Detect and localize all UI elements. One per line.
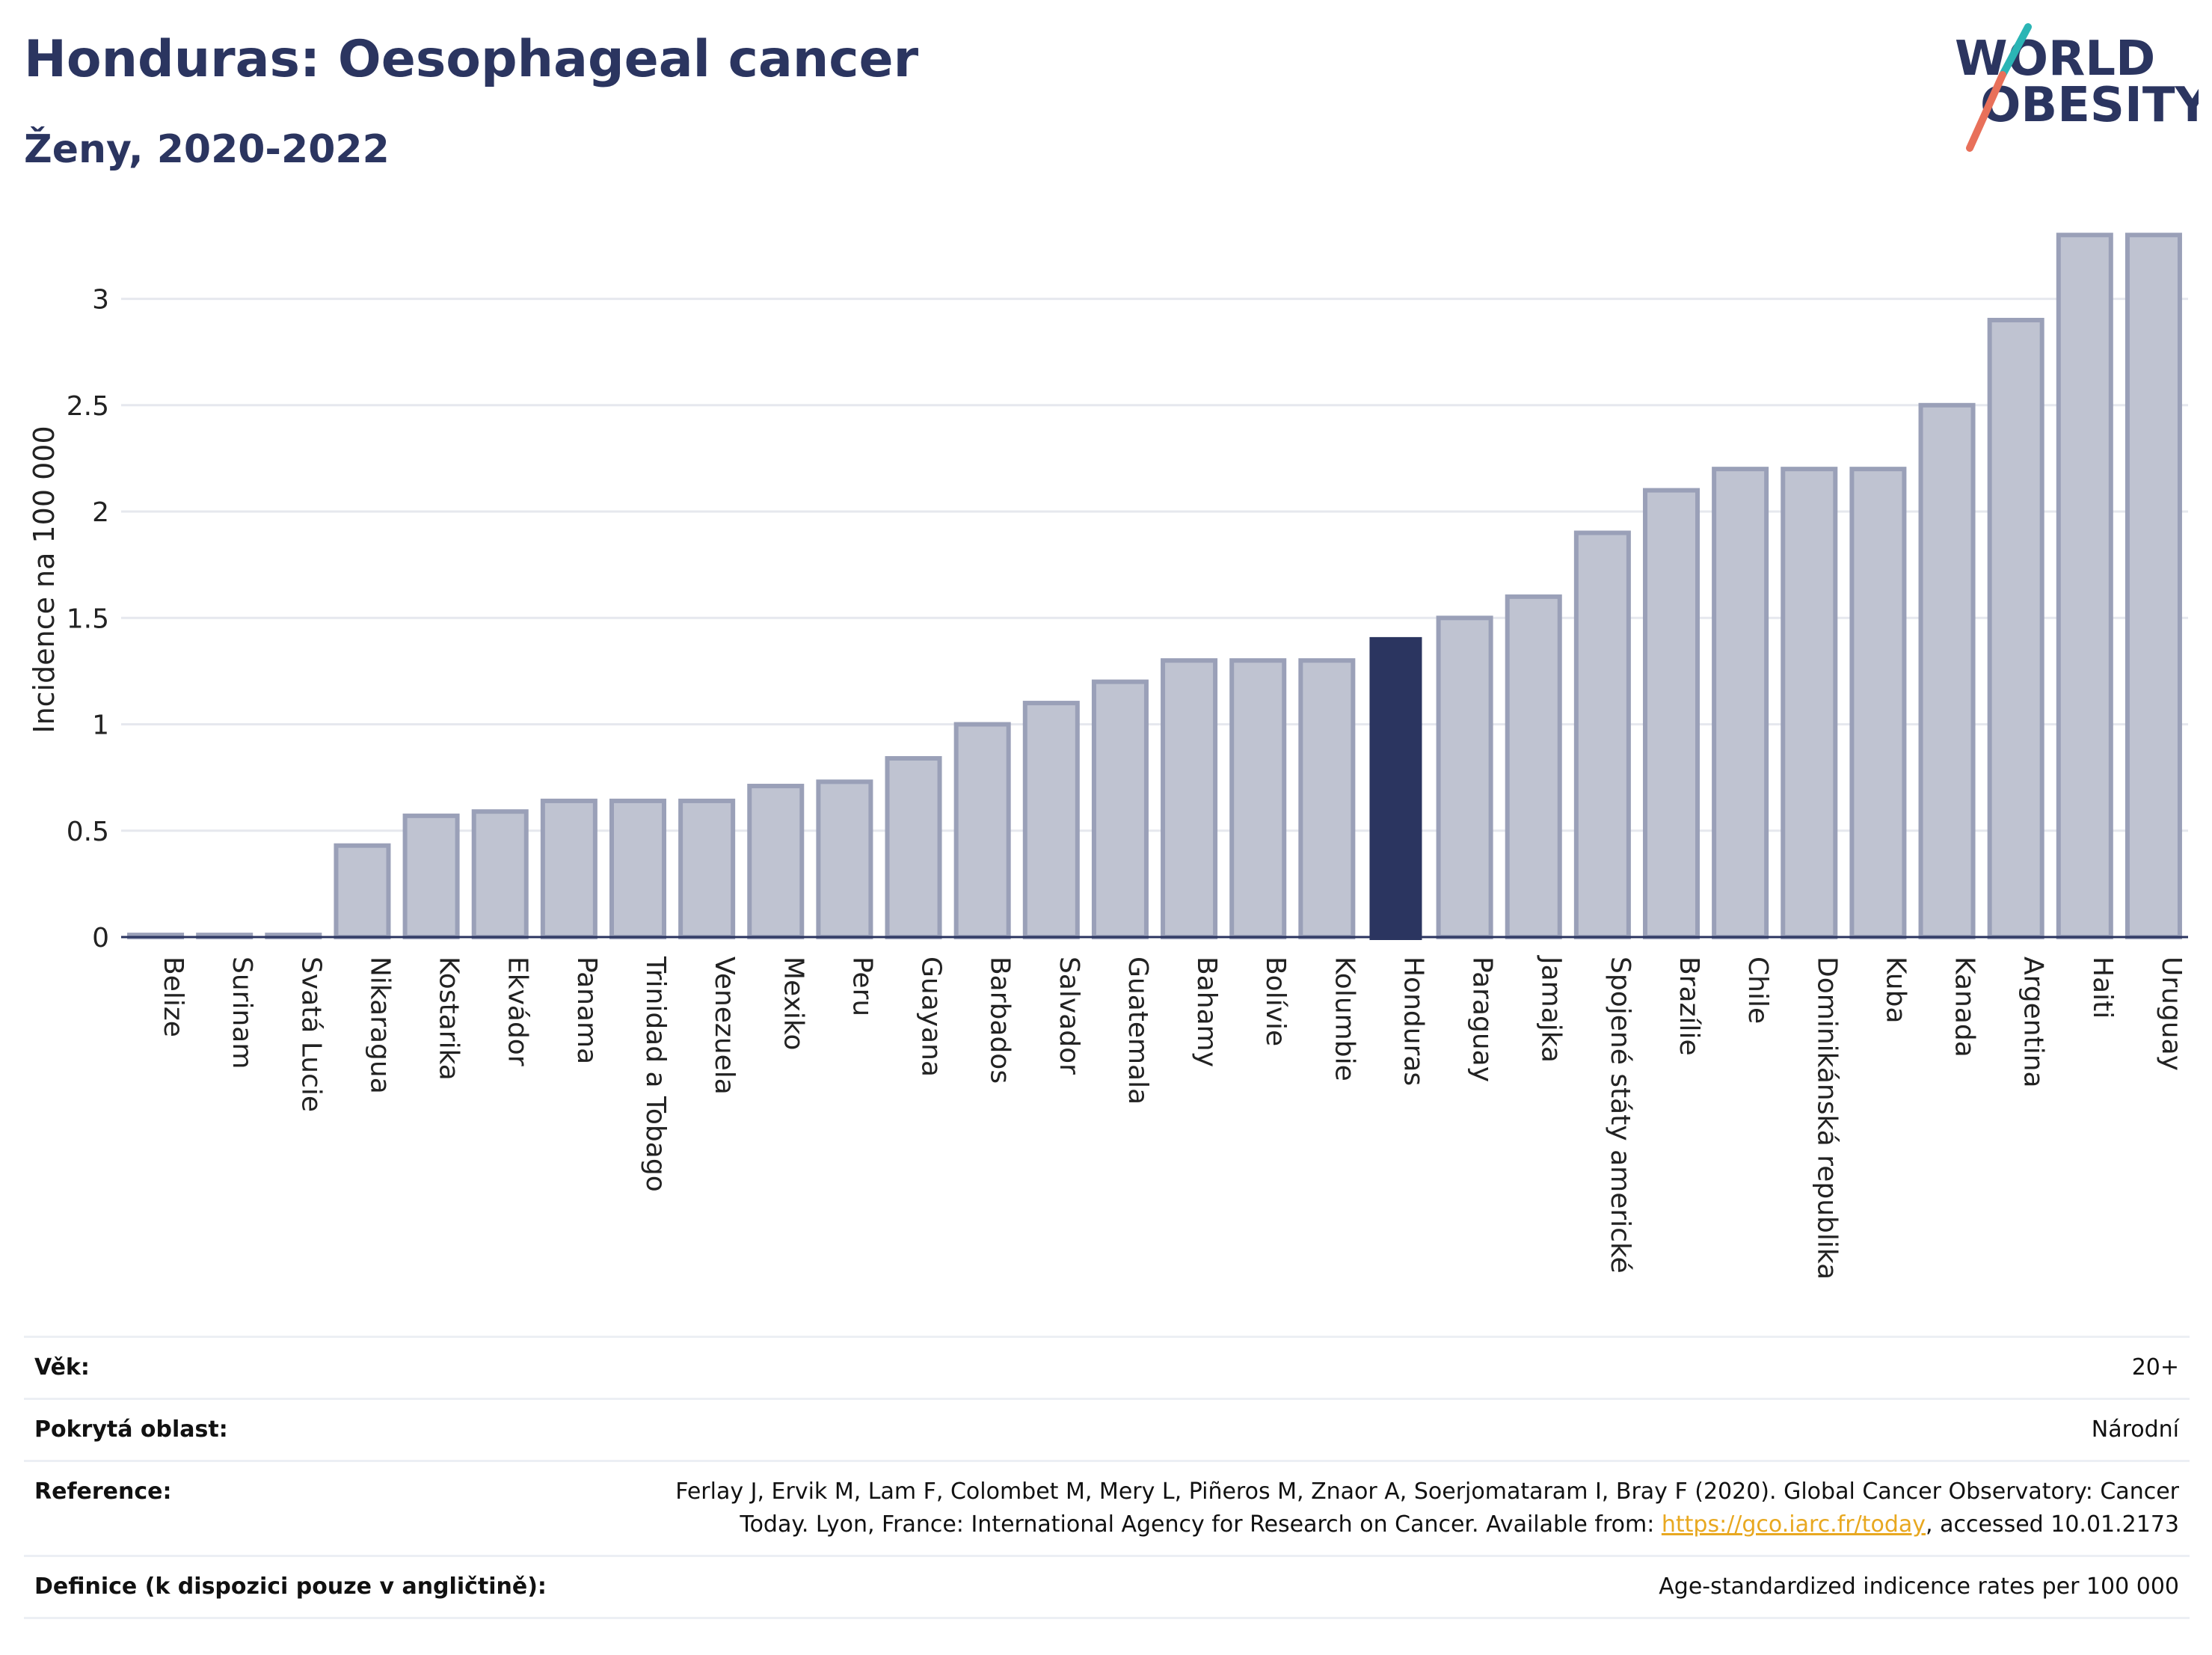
info-label-area: Pokrytá oblast: — [34, 1416, 228, 1443]
reference-line2-pre: Today. Lyon, France: International Agenc… — [740, 1511, 1662, 1538]
bar[interactable] — [953, 722, 1011, 939]
x-tick-label: Nikaragua — [364, 957, 395, 1094]
y-axis-label: Incidence na 100 000 — [28, 426, 61, 733]
world-obesity-logo: WORLD OBESITY — [1955, 23, 2199, 152]
x-tick-label: Guayana — [916, 957, 947, 1077]
bar[interactable] — [816, 779, 873, 939]
info-row-definition: Definice (k dispozici pouze v angličtině… — [24, 1555, 2190, 1619]
info-label-definition: Definice (k dispozici pouze v angličtině… — [34, 1573, 547, 1600]
x-tick-label: Belize — [158, 957, 188, 1037]
x-tick-label: Peru — [847, 957, 877, 1016]
x-tick-label: Paraguay — [1467, 957, 1498, 1082]
x-tick-label: Surinam — [227, 957, 257, 1069]
bar[interactable] — [1161, 658, 1218, 939]
bar[interactable] — [2056, 233, 2113, 939]
logo-slash-coral — [1966, 71, 2006, 152]
bar[interactable] — [1229, 658, 1287, 939]
info-label-age: Věk: — [34, 1354, 90, 1381]
y-tick-label: 3 — [92, 285, 109, 316]
x-tick-label: Kanada — [1950, 957, 1980, 1057]
y-tick-label: 1.5 — [67, 604, 109, 634]
x-tick-label: Venezuela — [709, 957, 740, 1095]
y-tick-label: 1 — [92, 710, 109, 741]
bar[interactable] — [402, 813, 460, 940]
info-row-age: Věk: 20+ — [24, 1336, 2190, 1398]
x-tick-label: Brazílie — [1674, 957, 1704, 1056]
x-tick-label: Jamajka — [1536, 955, 1567, 1063]
info-value-definition: Age-standardized indicence rates per 100… — [1659, 1573, 2179, 1600]
x-tick-label: Dominikánská republika — [1811, 957, 1842, 1280]
x-tick-label: Kuba — [1880, 957, 1911, 1024]
info-value-reference: Ferlay J, Ervik M, Lam F, Colombet M, Me… — [675, 1462, 2190, 1541]
page-subtitle: Ženy, 2020-2022 — [24, 127, 390, 172]
info-label-reference: Reference: — [34, 1479, 172, 1505]
bar[interactable] — [1022, 701, 1080, 940]
info-value-area: Národní — [2091, 1416, 2179, 1443]
info-value-age: 20+ — [2131, 1354, 2179, 1381]
y-tick-label: 2 — [92, 497, 109, 528]
page-title: Honduras: Oesophageal cancer — [24, 30, 919, 89]
bar[interactable] — [540, 798, 597, 939]
bar[interactable] — [1712, 467, 1769, 939]
reference-line1: Ferlay J, Ervik M, Lam F, Colombet M, Me… — [675, 1479, 2179, 1505]
x-tick-label: Bahamy — [1191, 957, 1222, 1067]
x-tick-label: Guatemala — [1122, 957, 1153, 1105]
bar[interactable] — [609, 798, 667, 939]
bar[interactable] — [1505, 594, 1562, 939]
bar[interactable] — [334, 843, 391, 940]
bar[interactable] — [1573, 530, 1631, 939]
y-tick-labels: 0 0.5 1 1.5 2 2.5 3 — [67, 285, 109, 954]
bar[interactable] — [885, 756, 942, 940]
grid-lines — [121, 298, 2188, 832]
x-tick-label: Spojené státy americké — [1605, 957, 1635, 1274]
bars — [121, 233, 2188, 940]
bar[interactable] — [1781, 467, 1838, 939]
bar[interactable] — [1436, 615, 1493, 939]
x-tick-label: Honduras — [1398, 957, 1428, 1086]
bar[interactable] — [1298, 658, 1356, 939]
bar[interactable] — [1849, 467, 1907, 939]
bar-chart: 0 0.5 1 1.5 2 2.5 3 Belize Surinam Svatá Lucie Ni… — [28, 233, 2188, 1280]
x-tick-label: Barbados — [985, 957, 1016, 1084]
logo-line1: WORLD — [1955, 31, 2155, 87]
x-tick-label: Kolumbie — [1329, 957, 1360, 1081]
reference-line2: Today. Lyon, France: International Agenc… — [675, 1508, 2179, 1541]
y-tick-label: 0 — [92, 923, 109, 954]
reference-link[interactable]: https://gco.iarc.fr/today — [1661, 1511, 1926, 1538]
reference-line2-post: , accessed 10.01.2173 — [1926, 1511, 2179, 1538]
bar[interactable] — [1987, 318, 2044, 939]
x-tick-label: Panama — [571, 957, 602, 1064]
bar[interactable] — [678, 798, 736, 939]
bar[interactable] — [471, 809, 529, 939]
x-tick-label: Haiti — [2087, 957, 2118, 1019]
bar[interactable] — [1918, 402, 1976, 939]
y-tick-label: 2.5 — [67, 391, 109, 422]
info-row-area: Pokrytá oblast: Národní — [24, 1398, 2190, 1460]
x-tick-label: Svatá Lucie — [295, 957, 326, 1112]
bar[interactable] — [2125, 233, 2182, 939]
logo-line2: OBESITY — [1980, 78, 2199, 133]
bar[interactable] — [747, 784, 805, 939]
bar[interactable] — [1091, 679, 1149, 940]
x-tick-label: Trinidad a Tobago — [640, 956, 671, 1192]
x-tick-label: Uruguay — [2156, 957, 2187, 1071]
bar[interactable] — [1369, 636, 1422, 940]
logo-slash-teal — [1999, 23, 2032, 79]
y-tick-label: 0.5 — [67, 817, 109, 847]
x-tick-label: Ekvádor — [503, 957, 533, 1066]
x-tick-label: Mexiko — [778, 957, 808, 1050]
info-row-reference: Reference: Ferlay J, Ervik M, Lam F, Col… — [24, 1460, 2190, 1555]
x-tick-label: Bolívie — [1260, 957, 1291, 1046]
x-tick-label: Salvador — [1054, 957, 1084, 1075]
x-tick-label: Kostarika — [434, 957, 464, 1081]
x-tick-label: Chile — [1742, 957, 1773, 1024]
x-tick-label: Argentina — [2018, 957, 2049, 1088]
bar[interactable] — [1642, 488, 1701, 939]
info-table: Věk: 20+ Pokrytá oblast: Národní Referen… — [24, 1336, 2190, 1619]
x-tick-labels: Belize Surinam Svatá Lucie Nikaragua Kostari… — [158, 955, 2187, 1280]
